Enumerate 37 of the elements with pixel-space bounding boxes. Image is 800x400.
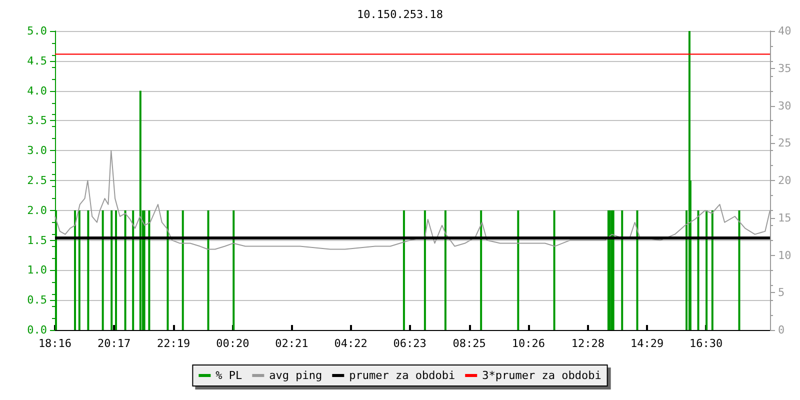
y-tick-label: 2.0 — [27, 204, 47, 217]
x-tick-label: 20:17 — [97, 337, 131, 350]
x-tick-label: 16:30 — [690, 337, 723, 350]
y-tick-label: 4.5 — [27, 54, 47, 68]
x-tick-label: 02:21 — [275, 337, 308, 350]
x-tick-label: 12:28 — [571, 337, 605, 350]
y2-tick-label: 15 — [778, 211, 792, 224]
y2-tick-label: 30 — [778, 99, 792, 112]
y2-tick-label: 0 — [778, 324, 785, 336]
x-tick-label: 00:20 — [216, 337, 250, 350]
y-tick-label: 0.5 — [27, 294, 47, 307]
y2-tick-label: 25 — [778, 136, 792, 150]
y2-tick-label: 40 — [778, 24, 792, 38]
x-tick-label: 22:19 — [157, 337, 190, 350]
x-tick-label: 18:16 — [38, 337, 72, 350]
y-tick-label: 3.5 — [27, 114, 47, 128]
y-tick-label: 4.0 — [27, 84, 47, 98]
legend-label: % PL — [216, 369, 243, 382]
y-tick-label: 3.0 — [27, 144, 47, 158]
y-tick-label: 1.5 — [27, 234, 47, 247]
y2-tick-label: 20 — [778, 174, 792, 187]
y2-tick-label: 35 — [778, 62, 792, 75]
chart-title: 10.150.253.18 — [356, 8, 444, 21]
legend-label: 3*prumer za obdobi — [482, 369, 602, 382]
legend-label: prumer za obdobi — [349, 369, 456, 382]
y-tick-label: 2.5 — [27, 174, 47, 187]
y-tick-label: 0.0 — [27, 324, 47, 336]
x-tick-label: 10:26 — [512, 337, 545, 350]
y-tick-label: 1.0 — [27, 264, 47, 277]
y2-tick-label: 10 — [778, 248, 792, 262]
x-tick-label: 08:25 — [452, 337, 486, 350]
y2-tick-label: 5 — [778, 286, 785, 300]
legend-label: avg ping — [269, 369, 322, 382]
x-tick-label: 06:23 — [393, 337, 426, 350]
x-tick-label: 14:29 — [630, 337, 664, 350]
y-tick-label: 5.0 — [27, 24, 47, 38]
x-tick-label: 04:22 — [334, 337, 368, 350]
